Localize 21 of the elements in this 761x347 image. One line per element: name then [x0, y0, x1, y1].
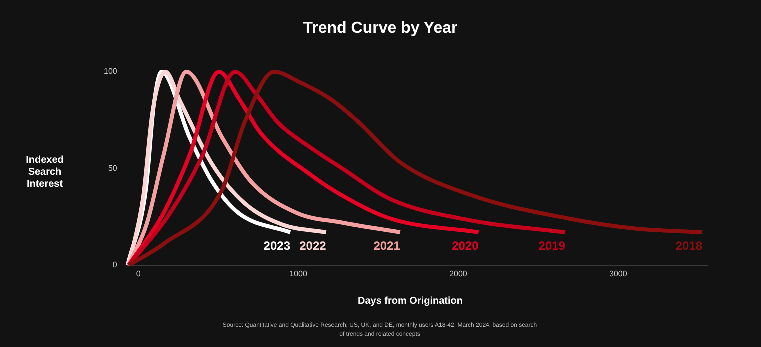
series-label: 2021: [374, 238, 401, 253]
x-tick-label: 3000: [610, 269, 628, 278]
series-label: 2018: [676, 238, 703, 253]
y-tick-label: 50: [108, 164, 118, 173]
x-tick-label: 1000: [290, 269, 308, 278]
y-tick-label: 100: [104, 67, 118, 76]
line-series: [126, 70, 568, 268]
line-series: [126, 70, 481, 268]
series-label: 2023: [264, 238, 291, 253]
x-axis-title: Days from Origination: [356, 296, 464, 307]
series-label: 2019: [538, 238, 566, 253]
line-series: [126, 70, 705, 268]
chart-title: Trend Curve by Year: [302, 20, 459, 38]
x-tick-label: 0: [136, 269, 142, 278]
series-label: 2022: [300, 238, 327, 253]
line-series: [126, 70, 328, 268]
series-label: 2020: [452, 238, 480, 253]
x-tick-label: 2000: [450, 269, 468, 278]
line-series: [126, 70, 402, 268]
y-tick-label: 0: [112, 260, 118, 270]
y-axis-title: Indexed Search Interest: [25, 155, 65, 191]
